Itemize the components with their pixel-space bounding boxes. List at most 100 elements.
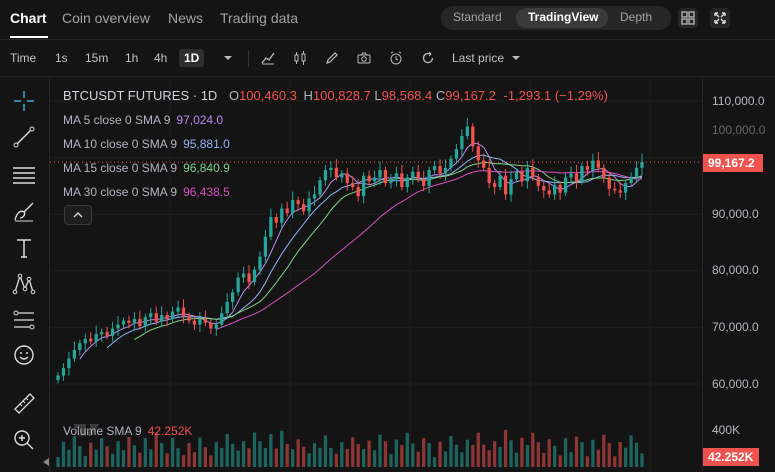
volume-bar — [362, 449, 366, 467]
candle-body — [416, 171, 420, 180]
pattern-tool-icon[interactable] — [11, 271, 37, 297]
candle-body — [165, 314, 169, 319]
volume-bar — [318, 447, 322, 467]
sidebar-scroll-arrow-icon[interactable] — [43, 458, 49, 466]
candle-body — [247, 273, 251, 283]
tab-trading-data[interactable]: Trading data — [220, 10, 299, 26]
volume-bar — [492, 441, 497, 467]
mode-selected-pill — [516, 8, 608, 28]
candle-body — [61, 368, 66, 376]
volume-bar — [312, 443, 317, 467]
indicators-icon[interactable] — [260, 50, 276, 66]
chevron-down-icon[interactable] — [508, 50, 524, 66]
interval-15m[interactable]: 15m — [85, 51, 109, 65]
volume-bar — [209, 455, 213, 467]
chart-legend: BTCUSDT FUTURES · 1D O100,460.3 H100,828… — [63, 88, 608, 103]
ma-legend-row[interactable]: MA 15 close 0 SMA 9 96,840.9 — [63, 161, 230, 175]
mode-depth[interactable]: Depth — [620, 10, 653, 24]
tab-chart[interactable]: Chart — [10, 10, 47, 26]
volume-bar — [536, 442, 540, 467]
alarm-clock-icon[interactable] — [388, 50, 404, 66]
crosshair-icon[interactable] — [11, 88, 37, 114]
tab-news[interactable]: News — [168, 10, 204, 26]
trend-line-icon[interactable] — [11, 124, 37, 150]
text-tool-icon[interactable] — [11, 235, 37, 261]
volume-bar — [127, 437, 131, 467]
fibonacci-tool-icon[interactable] — [11, 307, 37, 333]
volume-bar — [520, 437, 524, 467]
grid-layout-icon[interactable] — [678, 8, 698, 28]
volume-bar — [454, 444, 459, 467]
emoji-icon[interactable] — [11, 342, 37, 368]
volume-bar — [149, 449, 153, 467]
symbol-title[interactable]: BTCUSDT FUTURES · 1D — [63, 88, 218, 103]
price-type-select[interactable]: Last price — [452, 51, 505, 65]
tab-coin-overview[interactable]: Coin overview — [62, 10, 150, 26]
legend-collapse-button[interactable] — [64, 205, 92, 225]
candle-body — [427, 170, 431, 186]
volume-bar — [378, 434, 382, 467]
candlestick-chart[interactable] — [50, 77, 702, 472]
volume-bar — [181, 455, 186, 467]
volume-bar — [67, 449, 71, 467]
volume-bar — [252, 432, 257, 467]
candle-type-icon[interactable] — [292, 50, 308, 66]
candle-body — [531, 167, 535, 178]
volume-bar — [427, 443, 431, 467]
price-axis[interactable]: 110,000.0 100,000.0 90,000.0 80,000.0 70… — [702, 77, 775, 472]
fullscreen-icon[interactable] — [710, 8, 730, 28]
volume-bar — [487, 450, 491, 467]
candle-body — [585, 166, 590, 171]
brush-icon[interactable] — [11, 199, 37, 225]
interval-dropdown-icon[interactable] — [220, 50, 236, 66]
time-label: Time — [10, 51, 37, 65]
volume-bar — [203, 447, 208, 467]
candle-body — [602, 167, 606, 178]
candle-body — [498, 175, 502, 188]
volume-bar — [110, 453, 115, 467]
candle-body — [89, 338, 93, 342]
interval-1s[interactable]: 1s — [55, 51, 68, 65]
volume-bar — [618, 442, 622, 467]
candle-body — [203, 318, 208, 323]
volume-bar — [121, 450, 126, 467]
zoom-in-icon[interactable] — [11, 427, 37, 453]
volume-bar — [192, 452, 197, 467]
interval-1h[interactable]: 1h — [125, 51, 139, 65]
candle-body — [542, 185, 546, 191]
candle-body — [252, 269, 257, 283]
candle-body — [405, 177, 409, 188]
camera-icon[interactable] — [356, 50, 372, 66]
volume-bar — [449, 436, 453, 467]
volume-bar — [61, 441, 66, 467]
volume-bar — [132, 445, 137, 467]
ma-label: MA 15 close 0 SMA 9 — [63, 161, 178, 175]
interval-1d[interactable]: 1D — [179, 49, 205, 67]
ma-legend-row[interactable]: MA 5 close 0 SMA 9 97,024.0 — [63, 113, 223, 127]
volume-label: Volume SMA 9 — [63, 424, 142, 438]
mode-tradingview[interactable]: TradingView — [528, 10, 599, 24]
mode-standard[interactable]: Standard — [453, 10, 502, 24]
candle-body — [432, 166, 437, 171]
ma-legend-row[interactable]: MA 30 close 0 SMA 9 96,438.5 — [63, 185, 230, 199]
volume-bar — [78, 446, 82, 467]
ruler-icon[interactable] — [11, 390, 37, 416]
interval-4h[interactable]: 4h — [154, 51, 168, 65]
candle-body — [613, 188, 617, 191]
toolbar-divider — [248, 50, 249, 67]
volume-bar — [323, 435, 328, 467]
horizontal-lines-icon[interactable] — [11, 162, 37, 188]
volume-bar — [263, 448, 268, 467]
candle-body — [143, 317, 147, 327]
candle-body — [487, 167, 491, 184]
volume-bar — [351, 437, 355, 467]
candle-body — [563, 177, 568, 193]
volume-bar — [72, 436, 77, 467]
candle-body — [471, 126, 475, 147]
draw-pencil-icon[interactable] — [324, 50, 340, 66]
reset-icon[interactable] — [420, 50, 436, 66]
volume-bar — [345, 448, 349, 467]
candle-body — [83, 338, 87, 344]
volume-bar — [509, 440, 513, 467]
ma-legend-row[interactable]: MA 10 close 0 SMA 9 95,881.0 — [63, 137, 230, 151]
